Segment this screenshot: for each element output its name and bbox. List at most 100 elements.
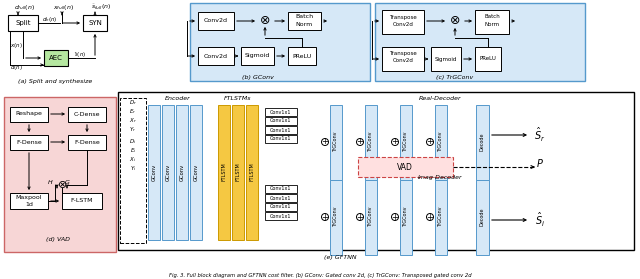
Bar [330,180,342,255]
Bar [435,105,447,180]
Text: (d) VAD: (d) VAD [46,237,70,242]
Text: Norm: Norm [484,21,500,27]
Text: +: + [392,138,399,146]
Bar [62,193,102,209]
Text: VAD: VAD [397,162,413,172]
Bar [400,180,412,255]
Bar [241,47,274,65]
Bar [400,105,412,180]
Text: Reshape: Reshape [15,112,42,117]
Text: (a) Split and synthesize: (a) Split and synthesize [18,80,92,85]
Bar [10,135,48,150]
Bar [265,135,297,143]
Bar [330,105,342,180]
Bar [265,185,297,193]
Text: TrGConv: TrGConv [403,132,408,152]
Text: F-Dense: F-Dense [16,140,42,145]
Text: $d_{full}(n)$: $d_{full}(n)$ [14,3,35,11]
Text: Batch: Batch [484,15,500,20]
Text: $D_r$: $D_r$ [129,98,137,107]
Bar [265,212,297,220]
Text: AEC: AEC [49,55,63,61]
Text: (e) GFTNN: (e) GFTNN [324,254,356,259]
Bar [10,193,48,209]
Text: Sigmoid: Sigmoid [244,54,269,59]
Text: Decode: Decode [479,208,484,226]
Text: (b) GConv: (b) GConv [242,76,274,81]
Text: C-Dense: C-Dense [74,112,100,117]
Bar [118,92,634,250]
Text: Transpose: Transpose [389,52,417,57]
Text: H: H [47,181,52,186]
Text: $\otimes$: $\otimes$ [57,179,67,191]
Text: Conv2d: Conv2d [204,18,228,23]
Bar [365,180,377,255]
Bar [8,15,38,31]
Bar [475,47,501,71]
Bar [365,105,377,180]
Text: $\hat{S}_r$: $\hat{S}_r$ [534,126,546,144]
Bar [475,10,509,34]
Text: FTLSTM: FTLSTM [236,163,241,181]
Bar [476,180,489,255]
Bar [288,12,321,30]
Text: +: + [321,138,328,146]
Text: Norm: Norm [296,21,312,27]
Bar [265,117,297,125]
Text: $d(n)$: $d(n)$ [10,62,22,71]
Text: Transpose: Transpose [389,15,417,20]
Text: Conv1x1: Conv1x1 [270,205,292,210]
Text: $P$: $P$ [536,157,544,169]
Text: Conv1x1: Conv1x1 [270,186,292,191]
Text: $\tilde{s}_{full}(n)$: $\tilde{s}_{full}(n)$ [91,3,111,11]
Bar [246,105,258,240]
Text: Conv1x1: Conv1x1 [270,109,292,114]
Text: +: + [427,213,433,222]
Text: TrGConv: TrGConv [438,132,444,152]
Bar [232,105,244,240]
Text: TrGConv: TrGConv [369,207,374,227]
Text: $E_i$: $E_i$ [130,146,136,155]
Text: $x(n)$: $x(n)$ [10,40,22,49]
Bar [382,47,424,71]
Text: F-LSTM: F-LSTM [71,198,93,203]
Text: +: + [392,213,399,222]
Bar [265,108,297,116]
Text: +: + [356,213,364,222]
Text: $\otimes$: $\otimes$ [449,15,461,28]
Bar [265,194,297,202]
Text: Conv2d: Conv2d [392,59,413,64]
Bar [288,47,316,65]
Text: (c) TrGConv: (c) TrGConv [436,76,474,81]
Circle shape [426,138,433,146]
Bar [83,15,107,31]
Circle shape [426,213,433,220]
Text: $\otimes$: $\otimes$ [259,15,271,28]
Bar [68,135,106,150]
Bar [120,98,146,243]
Text: FTLSTMs: FTLSTMs [224,95,252,100]
Text: $D_i$: $D_i$ [129,138,137,146]
Text: F-Dense: F-Dense [74,140,100,145]
Bar [265,126,297,134]
Text: Maxpool: Maxpool [16,196,42,201]
Bar [198,47,234,65]
Text: $X_i$: $X_i$ [129,156,136,164]
Bar [198,12,234,30]
Text: SYN: SYN [88,20,102,26]
Text: Conv2d: Conv2d [392,21,413,27]
Text: $\hat{s}(n)$: $\hat{s}(n)$ [74,50,86,60]
Text: +: + [321,213,328,222]
Bar [10,107,48,122]
Text: 1d: 1d [25,203,33,208]
Text: Fig. 3. Full block diagram and GFTNN cost filter. (b) GConv: Gated conv 2d, (c) : Fig. 3. Full block diagram and GFTNN cos… [169,273,471,278]
Circle shape [321,213,328,220]
Text: Conv1x1: Conv1x1 [270,128,292,133]
Bar [382,10,424,34]
Bar [265,203,297,211]
Text: +: + [427,138,433,146]
Text: $X_r$: $X_r$ [129,117,137,126]
Circle shape [392,213,399,220]
Bar [148,105,160,240]
Text: PReLU: PReLU [479,57,497,61]
